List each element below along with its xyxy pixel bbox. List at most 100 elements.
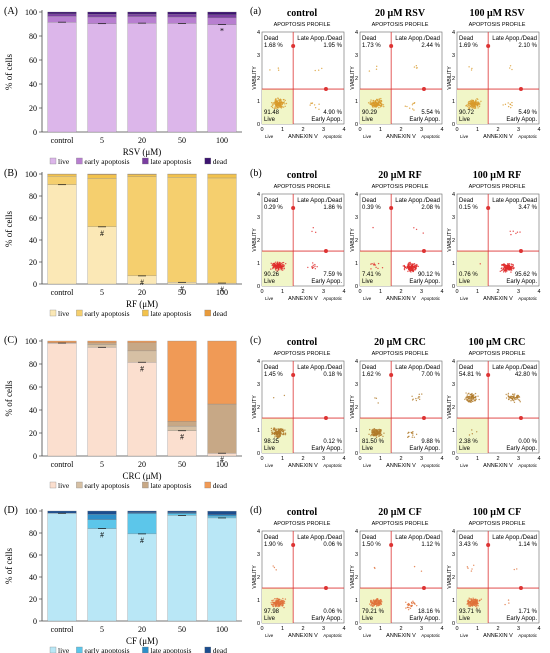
live-label: Live [362,279,374,285]
y-tick-label: 4 [257,529,260,535]
dead-value: 54.81 % [459,372,482,378]
dead-value: 1.90 % [264,542,283,548]
x-tick-label: control [51,288,74,297]
late-label: Late Apop./Dead [492,365,537,371]
bar-segment-late-apoptosis-5 [87,174,117,179]
late-label: Late Apop./Dead [297,535,342,541]
y-tick-label: 60 [29,56,37,65]
x-tick-label: control [51,625,74,634]
x-tick-label: 2 [399,127,402,133]
x-axis-apoptotic-label: Apoptotic [421,296,441,301]
x-tick-label: 2 [496,127,499,133]
x-axis-label: ANNEXIN V [288,134,318,140]
flow-plot-header: APOPTOSIS PROFILE [274,351,331,357]
x-tick-label: 3 [517,456,520,462]
legend-swatch [142,481,149,489]
x-tick-label: control [51,460,74,469]
live-label: Live [362,117,374,123]
y-tick-label: 4 [355,192,358,198]
flow-plot-title: 100 μM RF [473,170,521,181]
y-axis-label: VIABILITY [447,228,453,252]
x-axis-apoptotic-label: Apoptotic [323,463,343,468]
bar-segment-live-100 [207,24,237,133]
y-tick-label: 4 [257,359,260,365]
y-tick-label: 40 [29,406,37,415]
dead-value: 1.69 % [459,43,478,49]
legend-entry: late apoptosis [150,481,191,490]
quadrant-handle [389,44,394,48]
dead-value: 0.29 % [264,205,283,211]
y-tick-label: 3 [257,53,260,59]
quadrant-handle [291,543,296,547]
legend-entry: early apoptosis [84,157,129,166]
bar-segment-late-apoptosis-20 [127,174,157,177]
panel-label: (B) [4,168,17,179]
dead-label: Dead [264,365,278,371]
legend-entry: dead [213,481,227,490]
y-tick-label: 1 [355,99,358,105]
early-label: Early Apop. [409,279,440,285]
live-value: 93.71 % [459,609,482,615]
y-tick-label: 3 [257,552,260,558]
x-axis-label: RSV (μM) [123,147,161,157]
legend-entry: early apoptosis [84,309,129,318]
significance-marker: # [220,285,224,294]
x-axis-label: ANNEXIN V [288,296,318,302]
y-tick-label: 0 [355,451,358,457]
bar-segment-early-apoptosis-20 [127,176,157,277]
bar-segment-dead-50 [167,340,197,422]
legend-entry: early apoptosis [84,646,129,653]
x-tick-label: 1 [476,127,479,133]
x-tick-label: 20 [138,288,146,297]
bar-segment-live-5 [87,23,117,133]
legend-entry: early apoptosis [84,481,129,490]
late-value: 3.47 % [518,205,537,211]
dead-value: 1.50 % [362,542,381,548]
x-tick-label: 1 [476,289,479,295]
significance-marker: # [180,433,184,442]
quadrant-handle [323,416,328,421]
y-tick-label: 1 [452,598,455,604]
dot-cloud [370,226,424,273]
x-tick-label: 2 [496,289,499,295]
early-value: 1.71 % [518,609,537,615]
x-tick-label: 2 [301,626,304,632]
x-axis-label: ANNEXIN V [386,134,416,140]
x-tick-label: 20 [138,460,146,469]
quadrant-handle [323,586,328,591]
dead-value: 3.43 % [459,542,478,548]
y-tick-label: 1 [452,261,455,267]
x-tick-label: 0 [358,127,361,133]
early-label: Early Apop. [506,117,537,123]
early-value: 90.12 % [418,272,441,278]
late-label: Late Apop./Dead [297,36,342,42]
x-axis-label: ANNEXIN V [288,633,318,639]
y-tick-label: 20 [29,429,37,438]
legend-entry: live [58,309,70,318]
y-tick-label: 20 [29,258,37,267]
legend-entry: late apoptosis [150,646,191,653]
x-axis-apoptotic-label: Apoptotic [518,296,538,301]
bar-segment-early-apoptosis-5 [87,178,117,227]
y-axis-label: VIABILITY [350,565,356,589]
x-tick-label: 50 [178,460,186,469]
y-tick-label: 80 [29,360,37,369]
y-tick-label: 100 [25,337,37,346]
late-label: Late Apop./Dead [492,36,537,42]
x-tick-label: 4 [537,289,540,295]
bar-segment-dead-20 [127,11,157,15]
bar-segment-dead-50 [167,510,197,513]
y-tick-label: 1 [452,99,455,105]
early-label: Early Apop. [311,446,342,452]
x-axis-label: ANNEXIN V [386,296,416,302]
live-label: Live [264,616,276,622]
quadrant-handle [389,373,394,377]
bar-segment-dead-control [47,340,77,343]
x-axis-live-label: Live [363,633,372,638]
x-tick-label: 1 [379,626,382,632]
legend-swatch [76,157,83,165]
flow-plot-title: control [287,337,318,348]
